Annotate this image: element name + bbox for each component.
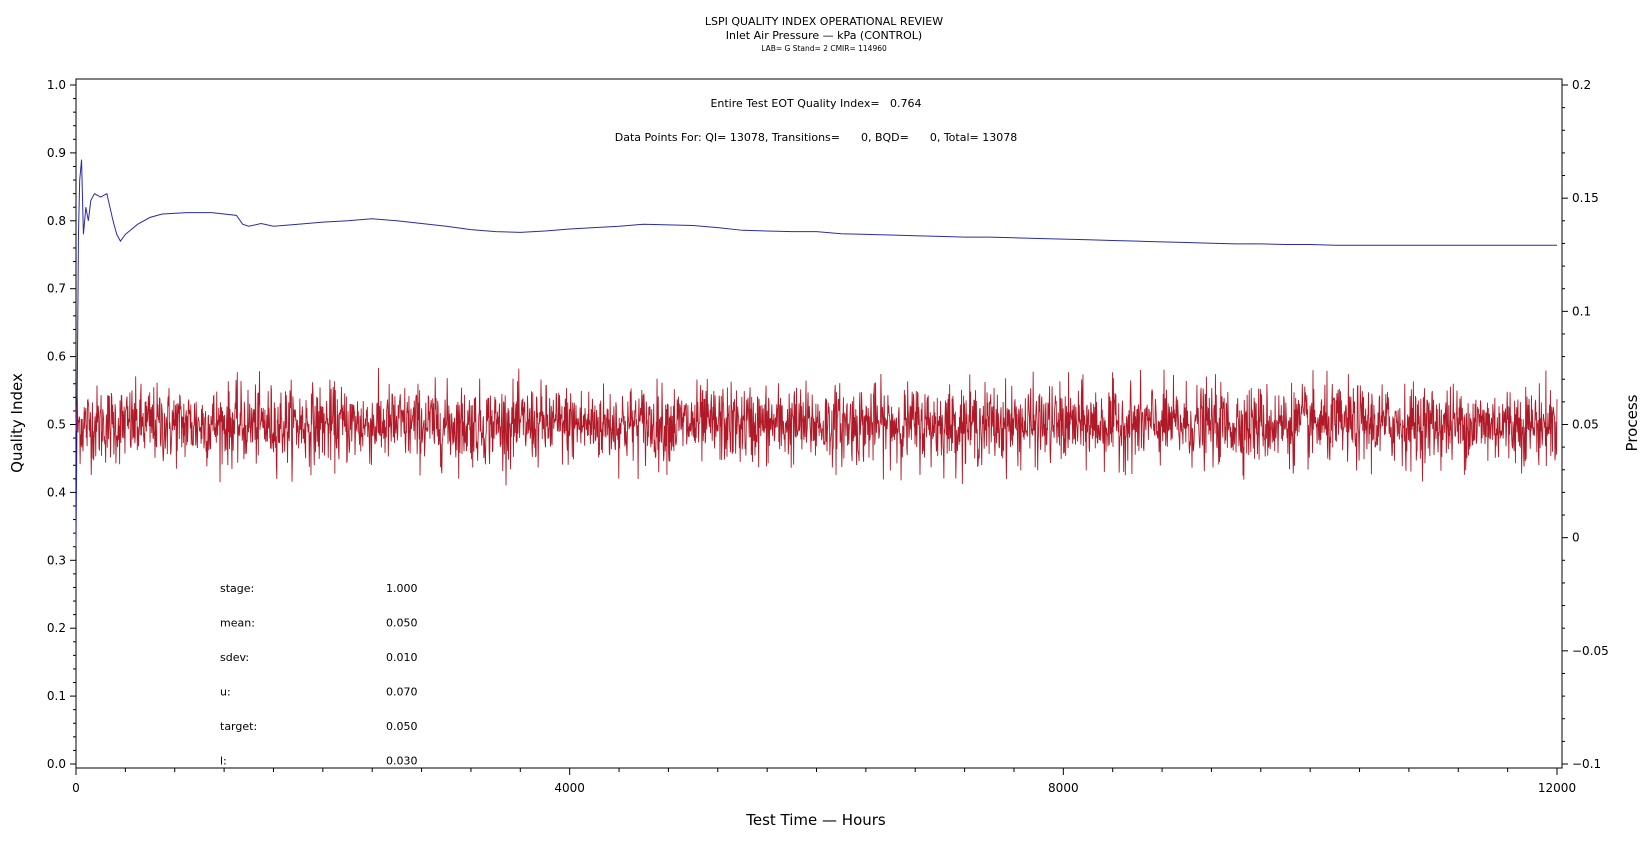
stat-label: stage: bbox=[220, 582, 254, 595]
x-tick-label: 0 bbox=[72, 781, 80, 795]
y-tick-label: 1.0 bbox=[47, 78, 66, 92]
y-tick-label: 0.2 bbox=[47, 621, 66, 635]
stat-value: 1.000 bbox=[386, 582, 418, 595]
eot-quality-annotation: Entire Test EOT Quality Index= 0.764 bbox=[710, 97, 921, 110]
stat-value: 0.050 bbox=[386, 720, 418, 733]
y-tick-label: 0.8 bbox=[47, 214, 66, 228]
y-axis-label: Quality Index bbox=[8, 373, 26, 473]
quality-index-series bbox=[75, 159, 1557, 547]
y2-axis-label: Process bbox=[1623, 394, 1641, 451]
y2-tick-label: −0.1 bbox=[1572, 757, 1601, 771]
x-tick-label: 8000 bbox=[1048, 781, 1079, 795]
y2-tick-label: 0.2 bbox=[1572, 78, 1591, 92]
left-y-axis: 0.0 0.1 0.2 0.3 0.4 0.5 0.6 0.7 0.8 0.9 1.0 bbox=[47, 78, 76, 771]
process-series bbox=[75, 367, 1558, 486]
y2-tick-label: 0.15 bbox=[1572, 191, 1599, 205]
x-axis: 0 4000 8000 12000 bbox=[72, 768, 1576, 795]
right-y-axis: −0.1 −0.05 0 0.05 0.1 0.15 0.2 bbox=[1562, 78, 1609, 771]
y2-tick-label: 0.05 bbox=[1572, 418, 1599, 432]
stat-value: 0.050 bbox=[386, 617, 418, 630]
y2-tick-label: −0.05 bbox=[1572, 644, 1609, 658]
y-tick-label: 0.7 bbox=[47, 282, 66, 296]
stat-value: 0.070 bbox=[386, 686, 418, 699]
y-tick-label: 0.3 bbox=[47, 553, 66, 567]
stat-label: target: bbox=[220, 720, 257, 733]
y2-tick-label: 0.1 bbox=[1572, 304, 1591, 318]
quality-index-line bbox=[75, 159, 1557, 547]
stat-label: mean: bbox=[220, 617, 255, 630]
stats-table: stage: 1.000 mean: 0.050 sdev: 0.010 u: 0.070 ta… bbox=[220, 582, 418, 768]
stat-label: u: bbox=[220, 686, 231, 699]
y2-tick-label: 0 bbox=[1572, 531, 1580, 545]
x-tick-label: 12000 bbox=[1538, 781, 1576, 795]
data-points-annotation: Data Points For: QI= 13078, Transitions=… bbox=[615, 131, 1017, 144]
x-axis-label: Test Time — Hours bbox=[745, 811, 886, 829]
x-tick-label: 4000 bbox=[554, 781, 585, 795]
stat-label: sdev: bbox=[220, 651, 249, 664]
y-tick-label: 0.6 bbox=[47, 350, 66, 364]
y-tick-label: 0.4 bbox=[47, 485, 66, 499]
stat-value: 0.030 bbox=[386, 755, 418, 768]
y-tick-label: 0.9 bbox=[47, 146, 66, 160]
y-tick-label: 0.0 bbox=[47, 757, 66, 771]
chart-subtitle-lab: LAB= G Stand= 2 CMIR= 114960 bbox=[761, 44, 887, 53]
chart-subtitle: Inlet Air Pressure — kPa (CONTROL) bbox=[726, 29, 922, 42]
stat-value: 0.010 bbox=[386, 651, 418, 664]
process-line bbox=[75, 367, 1558, 486]
y-tick-label: 0.5 bbox=[47, 418, 66, 432]
y-tick-label: 0.1 bbox=[47, 689, 66, 703]
stat-label: l: bbox=[220, 755, 227, 768]
chart-title: LSPI QUALITY INDEX OPERATIONAL REVIEW bbox=[705, 15, 943, 28]
